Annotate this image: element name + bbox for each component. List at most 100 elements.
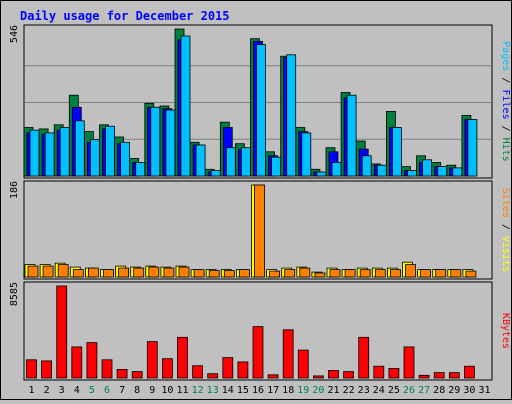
- bar-sites-day-20: [314, 272, 326, 278]
- x-tick-label-26: 26: [403, 385, 415, 396]
- bar-sites-day-30: [465, 270, 477, 278]
- bar-kbytes-day-16: [252, 326, 264, 379]
- bar-pages-day-24: [376, 164, 387, 177]
- bar-kbytes-day-21: [328, 370, 339, 379]
- x-tick-label-4: 4: [74, 385, 80, 396]
- x-tick-label-21: 21: [327, 385, 339, 396]
- panel-3-legend: KBytes: [500, 313, 511, 349]
- bar-kbytes-day-20: [312, 375, 324, 379]
- bar-pages-day-23: [361, 155, 372, 177]
- bar-pages-day-21: [331, 162, 342, 177]
- bar-sites-day-23: [359, 269, 371, 278]
- bar-pages-day-16: [256, 44, 266, 177]
- legend-separator: /: [500, 218, 511, 236]
- bar-sites-day-2: [42, 265, 54, 278]
- x-tick-label-28: 28: [433, 385, 445, 396]
- bar-sites-day-8: [133, 267, 145, 278]
- x-tick-label-24: 24: [373, 385, 385, 396]
- bar-sites-day-7: [118, 267, 129, 278]
- bar-pages-day-27: [422, 159, 433, 177]
- bar-sites-day-19: [299, 267, 311, 278]
- x-tick-label-25: 25: [388, 385, 400, 396]
- bar-kbytes-day-29: [448, 372, 460, 379]
- bar-sites-day-11: [178, 266, 190, 278]
- bar-kbytes-day-3: [56, 285, 68, 379]
- bar-kbytes-day-30: [463, 365, 475, 379]
- x-tick-label-16: 16: [252, 385, 264, 396]
- bar-kbytes-day-23: [358, 336, 370, 379]
- bar-pages-day-1: [29, 129, 40, 177]
- bar-kbytes-day-24: [373, 365, 385, 379]
- panel-2-max-label: 186: [9, 181, 20, 199]
- bar-pages-day-19: [301, 132, 312, 177]
- x-tick-label-30: 30: [463, 385, 475, 396]
- x-tick-label-15: 15: [237, 385, 249, 396]
- panel-1-legend: Pages / Files / Hits: [500, 41, 511, 161]
- panel-1-max-label: 546: [9, 25, 20, 43]
- bar-pages-day-4: [74, 120, 85, 177]
- bar-sites-day-9: [148, 266, 160, 278]
- bar-pages-day-25: [391, 127, 402, 177]
- bar-kbytes-day-22: [343, 371, 355, 379]
- bar-pages-day-13: [210, 170, 221, 177]
- legend-files: Files: [500, 89, 511, 119]
- bar-sites-day-18: [284, 269, 296, 278]
- bar-sites-day-24: [374, 269, 386, 278]
- bar-kbytes-day-4: [71, 346, 83, 379]
- panel-2-legend: Sites / Visits: [500, 188, 511, 272]
- bar-kbytes-day-9: [146, 341, 158, 379]
- x-tick-label-11: 11: [176, 385, 188, 396]
- bar-sites-day-12: [193, 269, 205, 278]
- bar-pages-day-20: [316, 171, 327, 177]
- bar-pages-day-10: [165, 109, 176, 177]
- legend-sites: Sites: [500, 188, 511, 218]
- bar-pages-day-28: [437, 166, 448, 177]
- x-tick-label-13: 13: [207, 385, 219, 396]
- bar-pages-day-9: [150, 106, 161, 177]
- bar-sites-day-25: [389, 269, 401, 278]
- bar-kbytes-day-18: [282, 329, 294, 379]
- x-tick-label-2: 2: [44, 385, 50, 396]
- x-tick-label-5: 5: [89, 385, 95, 396]
- bar-sites-day-15: [238, 269, 250, 278]
- bar-pages-day-5: [90, 139, 100, 177]
- x-tick-label-12: 12: [192, 385, 204, 396]
- bar-sites-day-26: [405, 264, 416, 278]
- bar-kbytes-day-10: [161, 358, 173, 379]
- x-tick-label-10: 10: [161, 385, 173, 396]
- bar-kbytes-day-14: [222, 357, 234, 379]
- bar-pages-day-14: [225, 147, 236, 177]
- bar-kbytes-day-8: [131, 371, 143, 379]
- x-tick-label-29: 29: [448, 385, 460, 396]
- bar-kbytes-day-11: [177, 336, 188, 379]
- legend-kbytes: KBytes: [500, 313, 511, 349]
- x-tick-label-27: 27: [418, 385, 430, 396]
- bar-kbytes-day-26: [403, 346, 415, 379]
- panel-3-max-label: 8585: [9, 282, 20, 306]
- x-tick-label-18: 18: [282, 385, 294, 396]
- bar-pages-day-11: [180, 35, 191, 177]
- bar-kbytes-day-25: [388, 367, 400, 379]
- bar-pages-day-18: [286, 54, 297, 177]
- bar-sites-day-29: [450, 269, 462, 278]
- legend-visits: Visits: [500, 236, 511, 272]
- x-tick-label-31: 31: [478, 385, 490, 396]
- bar-sites-day-22: [344, 269, 356, 278]
- bar-kbytes-day-1: [26, 359, 37, 379]
- legend-pages: Pages: [500, 41, 511, 71]
- x-tick-label-22: 22: [343, 385, 355, 396]
- bar-kbytes-day-5: [86, 342, 98, 379]
- bar-sites-day-3: [57, 264, 69, 278]
- legend-separator: /: [500, 71, 511, 89]
- bar-sites-day-4: [72, 269, 84, 278]
- legend-separator: /: [500, 120, 511, 138]
- bar-sites-day-21: [329, 269, 341, 278]
- bar-pages-day-26: [407, 170, 417, 177]
- bar-kbytes-day-15: [237, 361, 249, 379]
- bar-pages-day-12: [195, 144, 206, 177]
- bar-sites-day-5: [88, 267, 99, 278]
- x-tick-label-7: 7: [119, 385, 125, 396]
- bar-kbytes-day-12: [192, 365, 204, 379]
